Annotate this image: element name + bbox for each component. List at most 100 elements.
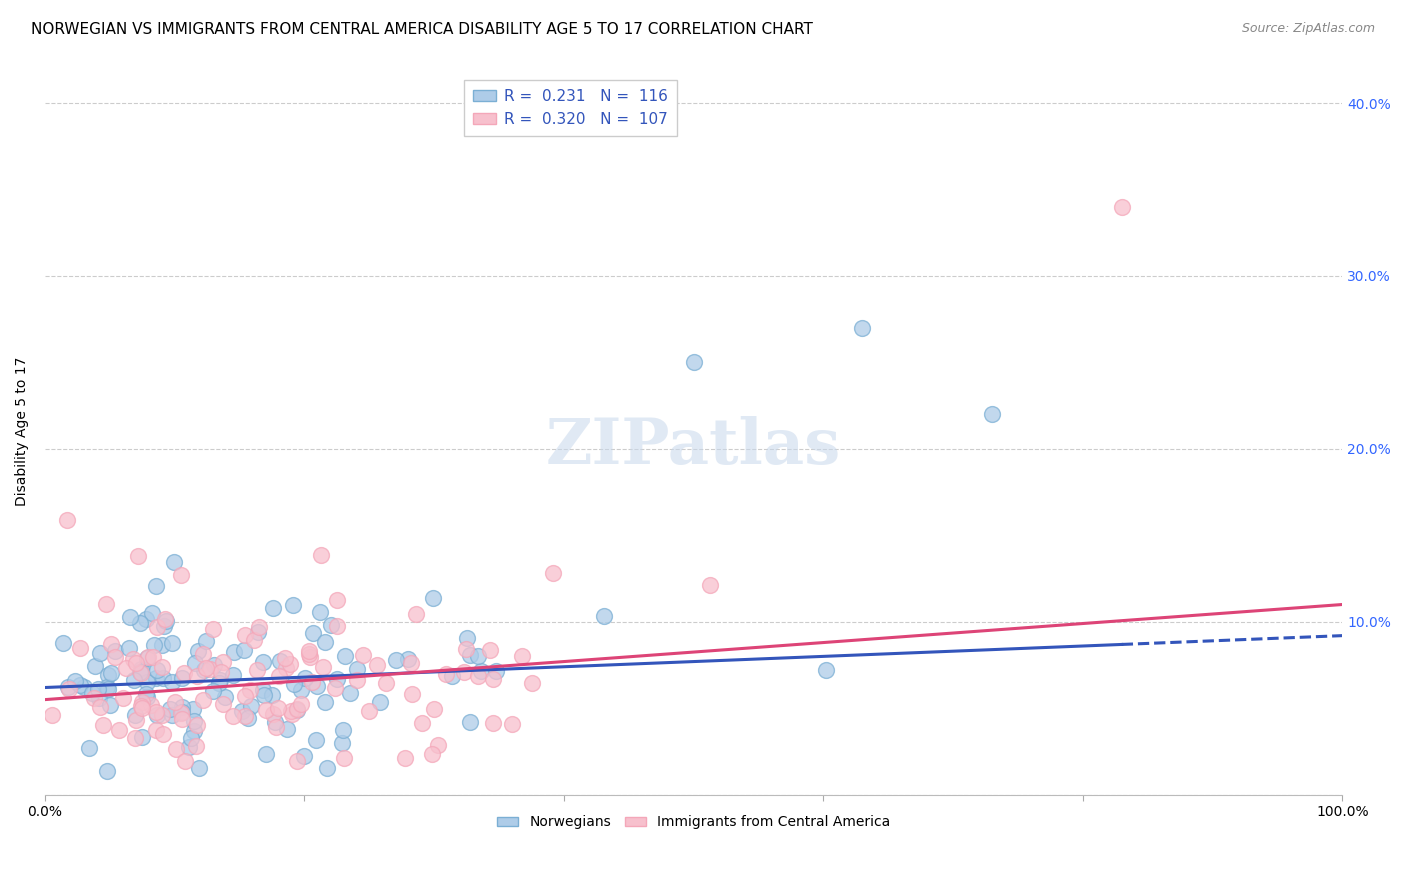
Point [97, 681, 120, 696]
Point [84, 658, 107, 673]
Point [201, 683, 224, 698]
Point [104, 644, 127, 658]
Point [125, 713, 148, 727]
Point [191, 693, 214, 707]
Point [333, 649, 356, 664]
Point [152, 671, 174, 685]
Point [183, 702, 205, 716]
Text: ZIPatlas: ZIPatlas [546, 416, 841, 476]
Point [240, 699, 263, 714]
Point [128, 616, 150, 631]
Point [467, 669, 489, 683]
Point [280, 704, 302, 718]
Point [427, 738, 450, 752]
Point [323, 681, 346, 696]
Point [83, 691, 105, 706]
Point [283, 598, 305, 612]
Point [201, 622, 224, 636]
Point [543, 566, 565, 581]
Point [458, 648, 481, 662]
Point [142, 649, 165, 664]
Point [482, 716, 505, 731]
Point [208, 673, 231, 688]
Point [332, 723, 354, 737]
Point [163, 695, 186, 709]
Point [233, 643, 256, 657]
Point [177, 739, 200, 754]
Point [285, 701, 308, 715]
Point [252, 656, 274, 670]
Point [91, 718, 114, 732]
Point [131, 662, 153, 676]
Point [399, 656, 422, 670]
Point [187, 644, 209, 658]
Point [222, 709, 245, 723]
Point [141, 606, 163, 620]
Point [262, 689, 284, 703]
Point [174, 754, 197, 768]
Point [520, 676, 543, 690]
Point [242, 632, 264, 647]
Legend: Norwegians, Immigrants from Central America: Norwegians, Immigrants from Central Amer… [492, 810, 896, 835]
Point [187, 761, 209, 775]
Point [682, 355, 704, 369]
Point [420, 747, 443, 761]
Point [370, 695, 392, 709]
Point [214, 690, 236, 704]
Point [396, 652, 419, 666]
Point [142, 638, 165, 652]
Point [316, 761, 339, 775]
Point [155, 612, 177, 626]
Point [314, 695, 336, 709]
Point [131, 730, 153, 744]
Point [152, 619, 174, 633]
Point [254, 747, 277, 762]
Point [453, 665, 475, 680]
Point [135, 687, 157, 701]
Point [263, 715, 285, 730]
Point [145, 671, 167, 685]
Point [129, 699, 152, 714]
Point [436, 667, 458, 681]
Point [165, 742, 187, 756]
Point [290, 682, 312, 697]
Point [262, 706, 284, 721]
Point [593, 608, 616, 623]
Point [346, 662, 368, 676]
Point [125, 657, 148, 671]
Point [124, 708, 146, 723]
Point [202, 657, 225, 672]
Point [152, 638, 174, 652]
Point [405, 607, 427, 621]
Point [851, 321, 873, 335]
Point [152, 727, 174, 741]
Point [135, 612, 157, 626]
Point [89, 699, 111, 714]
Point [301, 675, 323, 690]
Point [80, 686, 103, 700]
Point [159, 702, 181, 716]
Point [422, 702, 444, 716]
Point [69, 640, 91, 655]
Point [170, 568, 193, 582]
Point [118, 610, 141, 624]
Point [211, 697, 233, 711]
Point [267, 700, 290, 714]
Point [375, 676, 398, 690]
Point [172, 700, 194, 714]
Text: Source: ZipAtlas.com: Source: ZipAtlas.com [1241, 22, 1375, 36]
Point [501, 717, 523, 731]
Point [276, 722, 298, 736]
Point [212, 656, 235, 670]
Point [145, 705, 167, 719]
Point [194, 661, 217, 675]
Point [160, 636, 183, 650]
Point [186, 669, 208, 683]
Point [309, 548, 332, 562]
Point [141, 698, 163, 713]
Point [135, 651, 157, 665]
Point [194, 633, 217, 648]
Point [254, 703, 277, 717]
Point [170, 671, 193, 685]
Point [222, 645, 245, 659]
